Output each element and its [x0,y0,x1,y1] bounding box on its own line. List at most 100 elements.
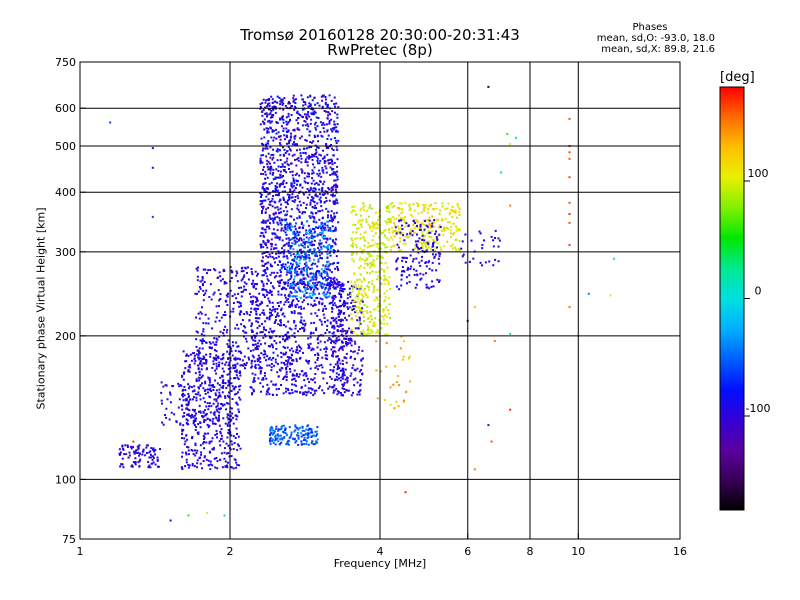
data-point [197,423,200,426]
data-point [280,267,283,270]
data-point [266,115,268,118]
data-point [300,440,303,443]
data-point [327,244,329,247]
data-point [383,313,386,316]
data-point [450,232,453,235]
data-point [345,338,348,340]
colorbar [719,86,745,511]
data-point [359,379,362,382]
data-point [280,176,283,179]
data-point [263,333,266,336]
data-point [414,219,417,222]
data-point [326,153,329,156]
data-point [261,200,264,203]
data-point [336,165,339,168]
data-point [164,414,166,416]
data-point [326,358,329,361]
data-point [319,201,322,204]
data-point [327,282,330,285]
data-point [179,384,182,386]
data-point [303,252,306,255]
data-point [208,377,211,380]
data-point [235,274,238,277]
data-point [196,364,199,367]
data-point [277,131,280,134]
data-point [296,281,299,284]
data-point [283,286,286,289]
data-point [295,111,298,114]
data-point [320,95,323,98]
data-point [356,279,358,281]
data-point [289,223,292,226]
data-point [321,292,324,295]
data-point [371,270,374,273]
data-point [242,329,245,332]
data-point [326,216,329,219]
data-point [336,123,339,126]
data-point [339,318,342,321]
data-point [279,166,282,168]
data-point [318,193,321,196]
data-point [240,352,243,355]
data-point [386,222,389,225]
data-point [304,439,307,441]
data-point [257,377,260,380]
data-point [323,155,326,158]
data-point [187,392,190,395]
data-point [285,368,288,371]
data-point [245,340,248,343]
data-point [266,129,269,132]
data-point [234,349,237,352]
data-point [316,157,319,160]
data-point [251,365,253,368]
data-point [182,424,185,427]
data-point [308,259,311,262]
data-point [345,335,348,338]
data-point [430,248,433,251]
data-point [125,453,128,456]
data-point [185,434,188,437]
data-point [195,452,198,454]
data-point [325,264,328,266]
data-point [404,235,407,238]
data-point [321,389,324,392]
data-point [238,464,241,467]
data-point [270,369,273,372]
data-point [325,110,328,113]
data-point [388,281,390,284]
data-point [452,243,454,246]
data-point [321,190,324,193]
data-point [199,426,202,429]
data-point [353,210,356,213]
data-point [306,274,309,276]
data-point [218,271,221,274]
data-point [324,265,327,268]
data-point [326,237,329,240]
data-point [225,408,228,411]
data-point [289,290,292,293]
data-point [324,246,326,249]
data-point [450,245,453,247]
data-point [195,338,198,341]
data-point [283,315,286,318]
data-point [356,312,359,315]
data-point [284,190,287,193]
data-point [284,228,287,231]
data-point [282,286,284,289]
data-point [274,434,277,437]
data-point [268,318,271,321]
data-point [254,336,257,339]
data-point [272,178,275,181]
data-point [187,368,190,371]
data-point [277,250,280,253]
data-point [284,201,287,204]
data-point [407,266,410,269]
data-point [274,430,276,433]
data-point [285,182,288,185]
data-point [333,241,336,244]
data-point [366,271,369,274]
data-point [315,128,317,131]
data-point [252,378,255,381]
data-point [261,202,264,205]
data-point [292,359,295,362]
